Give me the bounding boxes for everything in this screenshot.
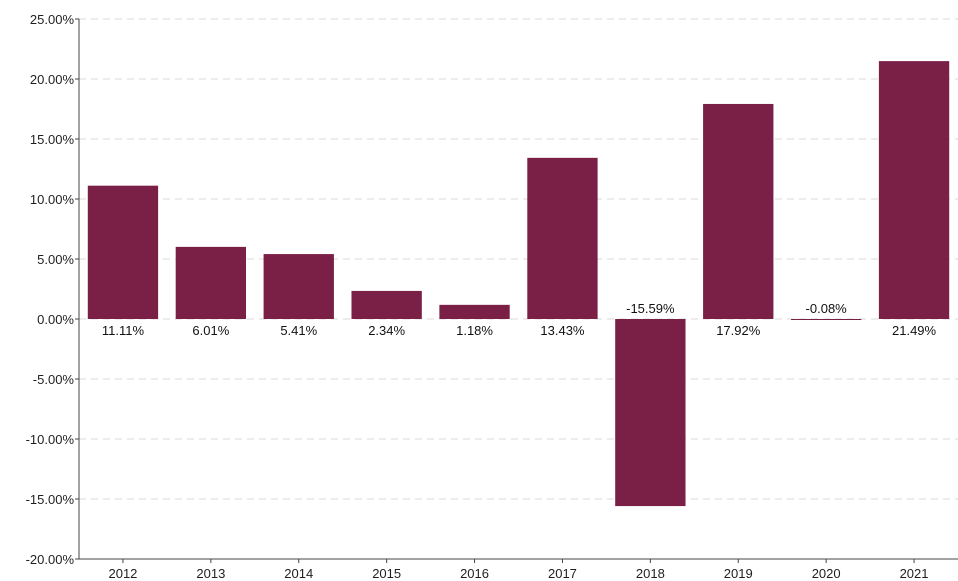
bar-2016	[439, 304, 510, 319]
bar-2020	[790, 319, 862, 320]
data-label: 5.41%	[280, 323, 317, 338]
bar-2017	[527, 157, 598, 319]
y-tick-label: -20.00%	[26, 552, 75, 567]
data-label: 21.49%	[892, 323, 937, 338]
x-tick-label: 2021	[900, 566, 929, 581]
data-label: 13.43%	[540, 323, 585, 338]
data-label: 2.34%	[368, 323, 405, 338]
y-tick-label: 15.00%	[30, 132, 75, 147]
x-tick-label: 2016	[460, 566, 489, 581]
y-tick-label: -5.00%	[33, 372, 75, 387]
y-tick-label: 5.00%	[37, 252, 74, 267]
bar-2015	[351, 290, 422, 319]
x-tick-label: 2012	[108, 566, 137, 581]
bar-2013	[175, 246, 247, 319]
data-label: 17.92%	[716, 323, 761, 338]
data-label: 11.11%	[102, 323, 145, 338]
data-label: -0.08%	[806, 301, 848, 316]
x-tick-label: 2014	[284, 566, 313, 581]
data-label: 1.18%	[456, 323, 493, 338]
y-tick-label: 0.00%	[37, 312, 74, 327]
bar-2012	[87, 185, 159, 319]
gridlines	[79, 18, 958, 500]
bar-2019	[703, 103, 774, 320]
data-label: -15.59%	[626, 301, 675, 316]
x-tick-label: 2019	[724, 566, 753, 581]
y-tick-label: -10.00%	[26, 432, 75, 447]
bar-2014	[263, 254, 334, 319]
y-tick-label: 25.00%	[30, 12, 75, 27]
bar-2021	[878, 61, 950, 320]
data-labels: 11.11% 6.01% 5.41% 2.34% 1.18% 13.43% -15.59% 1…	[102, 301, 937, 338]
axes: 25.00% 20.00% 15.00% 10.00% 5.00% 0.00% -5.00%…	[26, 12, 958, 581]
x-tick-label: 2015	[372, 566, 401, 581]
y-tick-label: 20.00%	[30, 72, 75, 87]
x-tick-label: 2018	[636, 566, 665, 581]
x-tick-label: 2020	[812, 566, 841, 581]
bar-2018	[615, 319, 686, 507]
y-tick-label: -15.00%	[26, 492, 75, 507]
bars	[87, 61, 950, 507]
data-label: 6.01%	[192, 323, 229, 338]
y-tick-label: 10.00%	[30, 192, 75, 207]
x-tick-label: 2013	[196, 566, 225, 581]
x-tick-label: 2017	[548, 566, 577, 581]
